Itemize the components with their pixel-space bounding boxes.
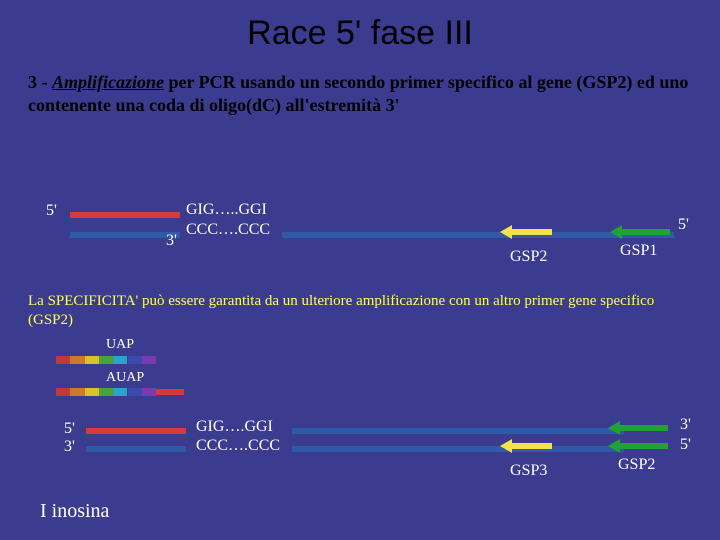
auap-bar bbox=[56, 388, 156, 396]
b2-seq-top: GIG….GGI bbox=[196, 418, 273, 436]
footer-inosina: I inosina bbox=[40, 500, 109, 523]
b1-top-strand-red bbox=[70, 212, 180, 218]
auap-seg bbox=[85, 388, 99, 396]
b1-five-prime-top: 5' bbox=[46, 202, 57, 220]
b2-gsp2-label: GSP2 bbox=[618, 456, 655, 474]
b1-seq-top: GIG…..GGI bbox=[186, 201, 267, 219]
slide-title: Race 5' fase III bbox=[0, 0, 720, 53]
uap-seg bbox=[70, 356, 84, 364]
b2-long-bot-blue bbox=[292, 446, 624, 452]
uap-seg bbox=[113, 356, 127, 364]
b2-seq-bot: CCC….CCC bbox=[196, 437, 280, 455]
b1-gsp2-label: GSP2 bbox=[510, 248, 547, 266]
subtitle-amplificazione: Amplificazione bbox=[52, 72, 164, 92]
uap-seg bbox=[85, 356, 99, 364]
uap-seg bbox=[142, 356, 156, 364]
b2-five-prime-bot-right: 5' bbox=[680, 436, 691, 454]
auap-seg bbox=[99, 388, 113, 396]
b2-left-top-red bbox=[86, 428, 186, 434]
uap-bar bbox=[56, 356, 156, 364]
uap-seg bbox=[99, 356, 113, 364]
b2-three-prime-top-right: 3' bbox=[680, 416, 691, 434]
b2-long-top-blue bbox=[292, 428, 624, 434]
b2-left-bot-blue bbox=[86, 446, 186, 452]
b2-gsp3-label: GSP3 bbox=[510, 462, 547, 480]
b2-three-prime-bot-left: 3' bbox=[64, 438, 75, 456]
uap-label: UAP bbox=[106, 337, 134, 353]
diagram-block-1: 5' GIG…..GGI CCC….CCC 3' GSP2 5' GSP1 bbox=[0, 190, 720, 280]
b1-seq-bot: CCC….CCC bbox=[186, 221, 270, 239]
b1-gsp1-label: GSP1 bbox=[620, 242, 657, 260]
b1-bot-strand-blue-left bbox=[70, 232, 180, 238]
auap-seg bbox=[56, 388, 70, 396]
b1-five-prime-right: 5' bbox=[678, 216, 689, 234]
auap-seg bbox=[142, 388, 156, 396]
diagram-block-2: 5' 3' GIG….GGI CCC….CCC 3' 5' GSP3 GSP2 bbox=[0, 420, 720, 500]
auap-seg bbox=[128, 388, 142, 396]
uap-seg bbox=[56, 356, 70, 364]
auap-label: AUAP bbox=[106, 370, 144, 386]
auap-red-tail bbox=[156, 389, 184, 395]
auap-seg bbox=[70, 388, 84, 396]
auap-seg bbox=[113, 388, 127, 396]
specificity-note: La SPECIFICITA' può essere garantita da … bbox=[0, 292, 720, 330]
slide-subtitle: 3 - Amplificazione per PCR usando un sec… bbox=[0, 53, 720, 118]
subtitle-lead: 3 - bbox=[28, 72, 52, 92]
uap-seg bbox=[128, 356, 142, 364]
b2-five-prime-top-left: 5' bbox=[64, 420, 75, 438]
b1-three-prime-left: 3' bbox=[166, 232, 177, 250]
